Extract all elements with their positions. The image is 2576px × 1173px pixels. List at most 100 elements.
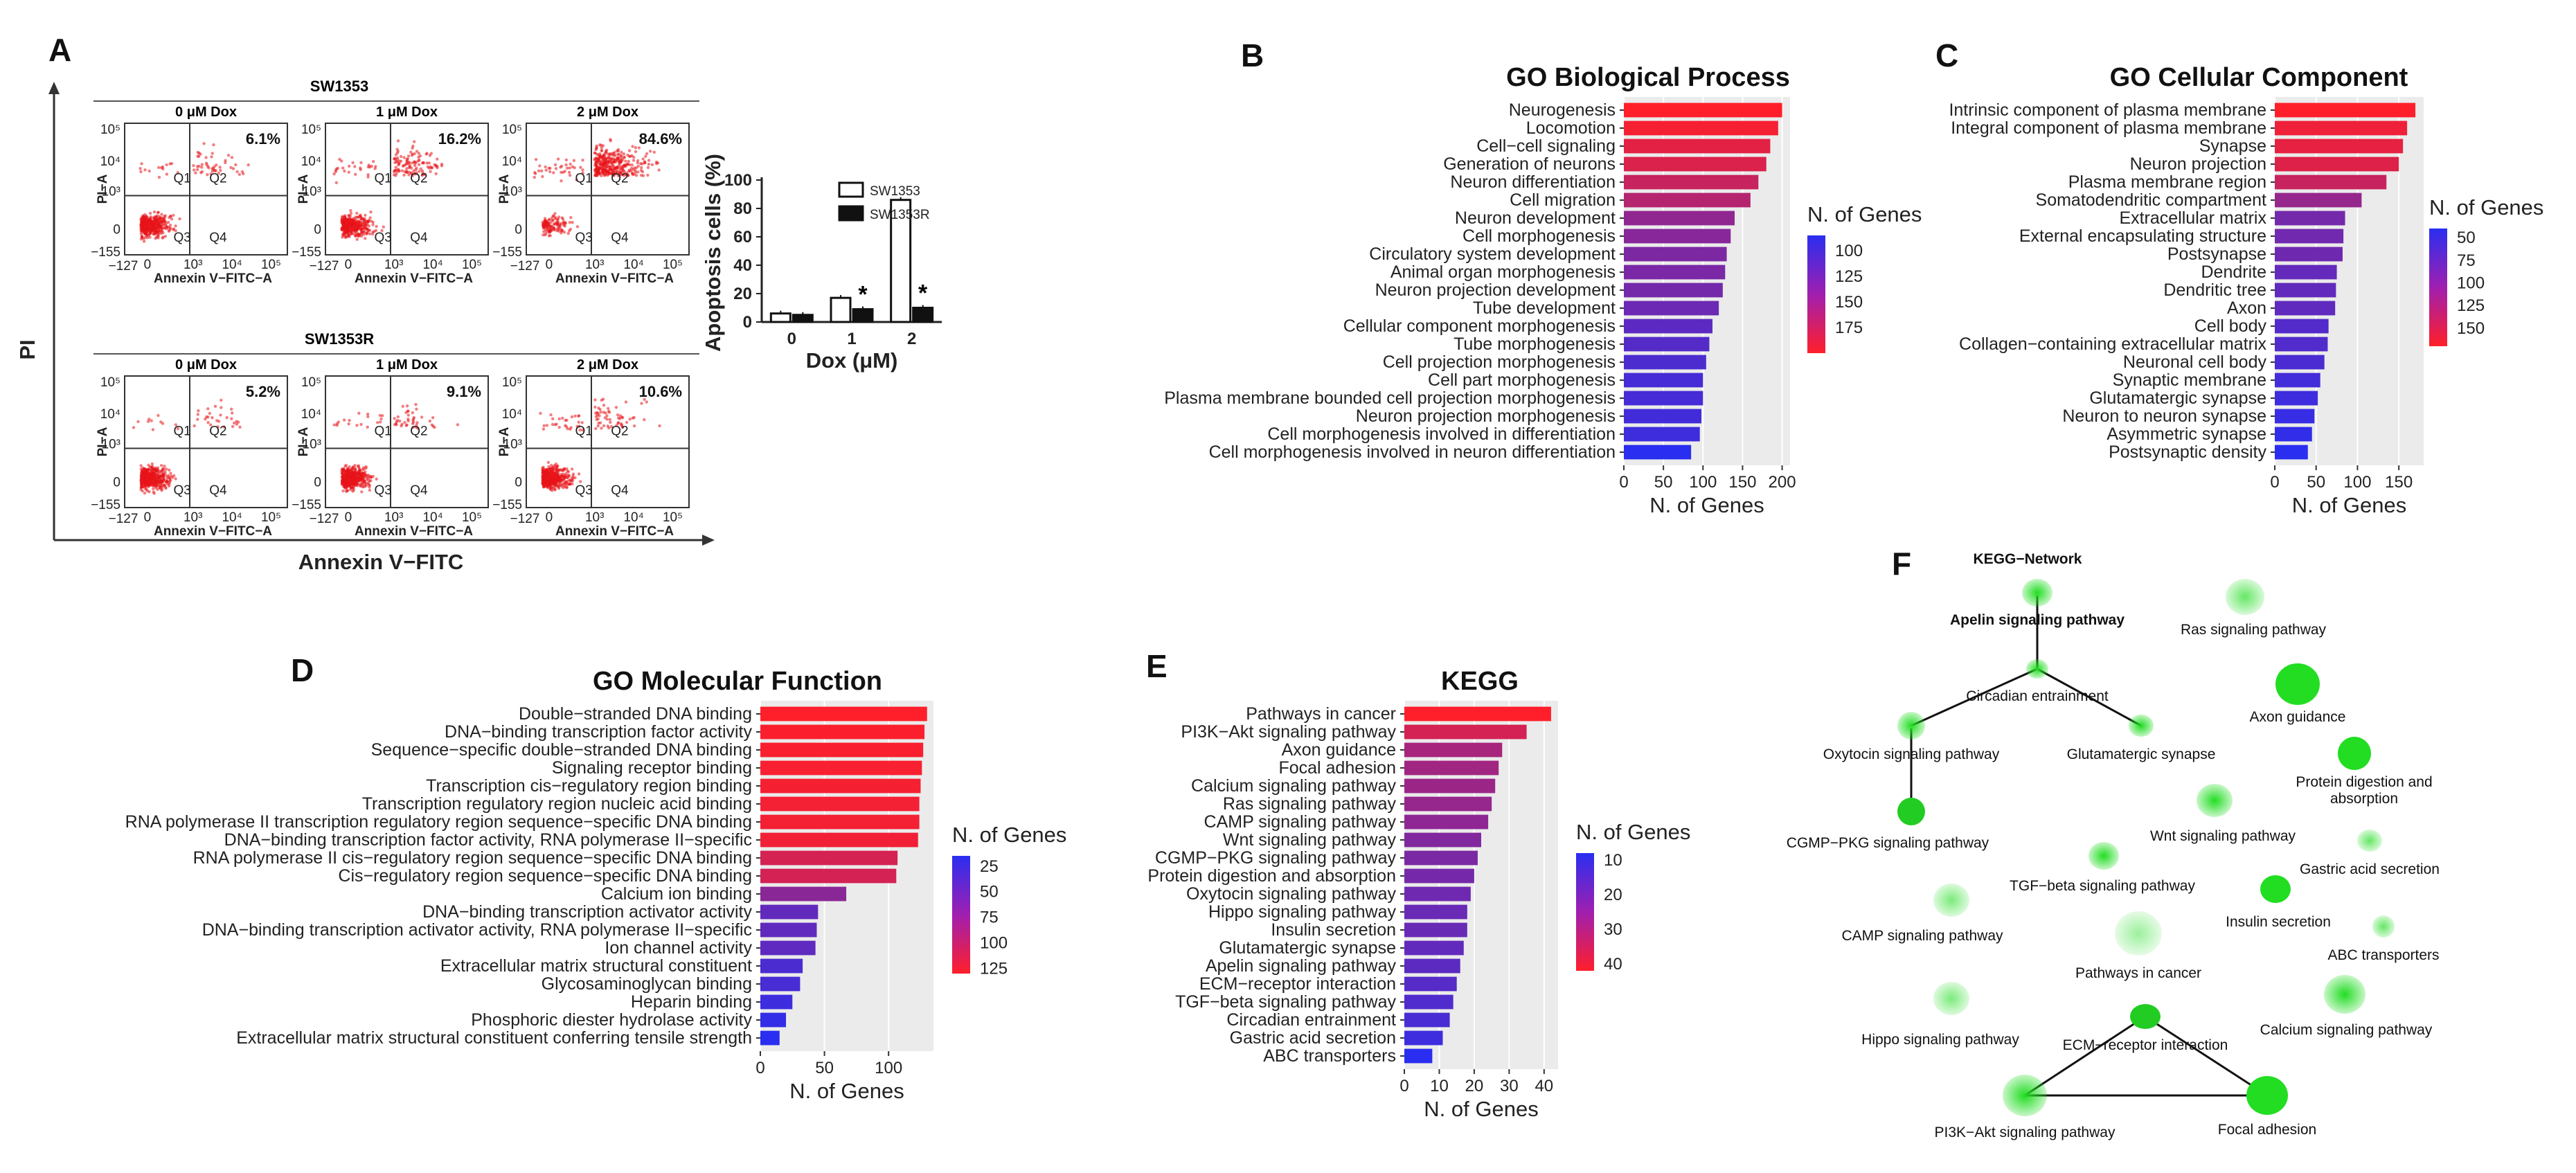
flow-event-dot [411,411,414,415]
flow-event-dot [157,175,161,179]
flow-event-dot [631,416,634,420]
flow-event-dot [347,422,350,426]
flow-event-dot [622,165,625,168]
flow-event-dot [141,485,144,489]
flow-event-dot [551,422,555,427]
flow-event-dot [611,156,615,161]
flow-event-dot [538,164,542,168]
flow-event-dot [402,173,406,177]
flow-x-label: Annexin V−FITC [298,550,464,574]
flow-event-dot [544,232,548,235]
bar [1624,247,1727,262]
y-tick-label: 100 [724,171,752,190]
panel-label-b: B [1241,37,1264,73]
flow-event-dot [167,220,170,224]
label-camp: CAMP signaling pathway [1841,928,2003,944]
bar [1404,832,1481,848]
flow-event-dot [545,424,548,427]
flow-event-dot [643,160,647,163]
flow-event-dot [225,415,229,420]
flow-event-dot [573,414,577,418]
flow-event-dot [145,224,149,227]
flow-event-dot [594,427,598,431]
flow-event-dot [645,400,648,404]
legend-label: SW1353R [870,208,930,222]
flow-event-dot [334,181,338,184]
flow-event-dot [379,417,383,421]
node-ecm [2130,1004,2161,1029]
flow-event-dot [143,492,147,495]
label-protein-2: absorption [2330,791,2398,807]
color-legend: N. of Genes 100 125 150 175 [1807,202,1922,353]
flow-event-dot [344,483,348,486]
flow-event-dot [412,415,416,420]
bar [1624,192,1751,208]
flow-event-dot [641,157,645,161]
flow-event-dot [555,465,559,469]
flow-event-dot [355,424,359,427]
flow-event-dot [363,219,367,222]
edge-ecm-pi3k [2024,1015,2146,1097]
flow-y-tick-neg: −155 [292,498,321,512]
flow-event-dot [140,162,143,165]
flow-event-dot [645,152,649,156]
category-label: Dendrite [2201,262,2267,282]
flow-event-dot [411,426,415,429]
bar [1404,814,1489,830]
flow-event-dot [546,222,550,226]
flow-event-dot [400,424,403,428]
flow-event-dot [626,162,629,166]
flow-event-dot [581,171,584,174]
bar [1404,850,1478,866]
bar-SW1353 [830,296,852,323]
flow-event-dot [144,468,147,472]
flow-event-dot [231,424,235,429]
flow-event-dot [433,426,436,429]
flow-x-axis-label: Annexin V−FITC−A [555,271,674,286]
flow-event-dot [573,166,576,170]
flow-event-dot [162,221,166,225]
flow-event-dot [143,481,147,484]
flow-event-dot [565,467,569,471]
flow-event-dot [575,225,580,229]
flow-row-SW1353: SW1353 0 μM Dox 6.1% Q1 Q2 Q3 Q4 Annexin V−FITC… [91,78,699,286]
flow-event-dot [604,163,607,166]
bar [2275,427,2312,442]
flow-event-dot [559,165,562,169]
node-abc [2372,915,2395,938]
flow-event-dot [571,474,575,478]
bar [1624,319,1712,334]
bar [1404,778,1496,794]
flow-event-dot [600,427,603,430]
flow-event-dot [364,222,367,226]
flow-event-dot [163,214,168,217]
bar [2275,355,2325,370]
flow-event-dot [197,151,201,155]
category-label: Plasma membrane bounded cell projection … [1164,388,1616,408]
flow-event-dot [568,221,571,224]
flow-event-dot [605,414,609,418]
legend-tick-label: 100 [2457,274,2485,292]
chart-title: GO Molecular Function [593,667,882,696]
quadrant-q4: Q4 [410,231,428,245]
flow-event-dot [368,488,372,492]
flow-event-dot [168,476,171,480]
flow-event-dot [367,229,370,232]
flow-event-dot [370,164,373,168]
flow-event-dot [168,162,172,165]
flow-event-dot [364,237,367,240]
flow-event-dot [631,145,634,148]
y-tick-label: 80 [733,199,752,218]
category-label: Neuron projection morphogenesis [1356,406,1616,426]
flow-event-dot [597,421,600,425]
flow-event-dot [546,460,551,464]
node-tgf [2088,842,2119,870]
flow-y-tick-neg: −155 [492,245,522,260]
quadrant-q2: Q2 [410,424,427,439]
flow-event-dot [544,481,547,485]
flow-event-dot [614,406,618,409]
flow-event-dot [165,172,169,176]
legend-tick-label: 125 [1835,267,1863,286]
flow-x-tick-5: 10⁵ [462,510,482,525]
flow-y-tick-4: 10⁴ [301,154,321,169]
